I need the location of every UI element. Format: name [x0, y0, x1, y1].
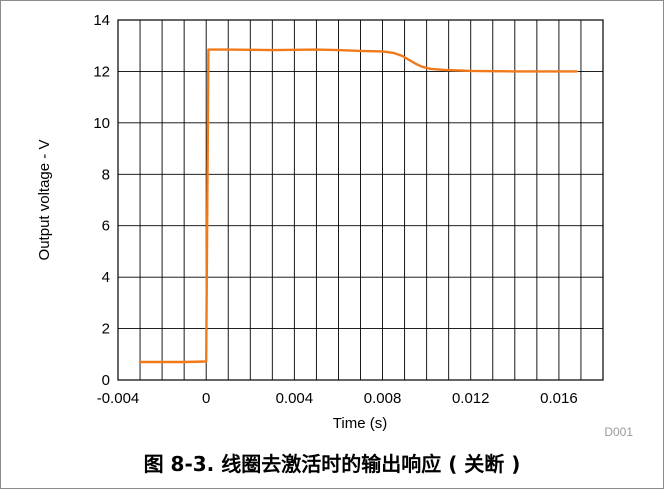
- x-tick-label: 0.008: [364, 390, 402, 407]
- y-tick-label: 8: [102, 166, 110, 183]
- x-tick-label: 0.004: [276, 390, 314, 407]
- x-tick-label: -0.004: [97, 390, 140, 407]
- y-tick-label: 12: [93, 63, 110, 80]
- y-tick-label: 0: [102, 372, 110, 389]
- series-group: [138, 48, 578, 364]
- y-tick-label: 14: [93, 12, 110, 29]
- y-tick-label: 2: [102, 321, 110, 338]
- y-tick-label: 4: [102, 269, 110, 286]
- x-tick-label: 0.016: [540, 390, 578, 407]
- plot-border: [117, 19, 604, 381]
- figure-caption: 图 8-3. 线圈去激活时的输出响应 ( 关断 ): [143, 452, 521, 476]
- watermark-code: D001: [604, 425, 633, 439]
- y-tick-label: 6: [102, 218, 110, 235]
- y-axis-label: Output voltage - V: [36, 140, 53, 261]
- y-tick-label: 10: [93, 115, 110, 132]
- x-tick-label: 0.012: [452, 390, 490, 407]
- series-line: [138, 48, 578, 364]
- x-axis-label: Time (s): [333, 415, 387, 432]
- x-tick-label: 0: [202, 390, 210, 407]
